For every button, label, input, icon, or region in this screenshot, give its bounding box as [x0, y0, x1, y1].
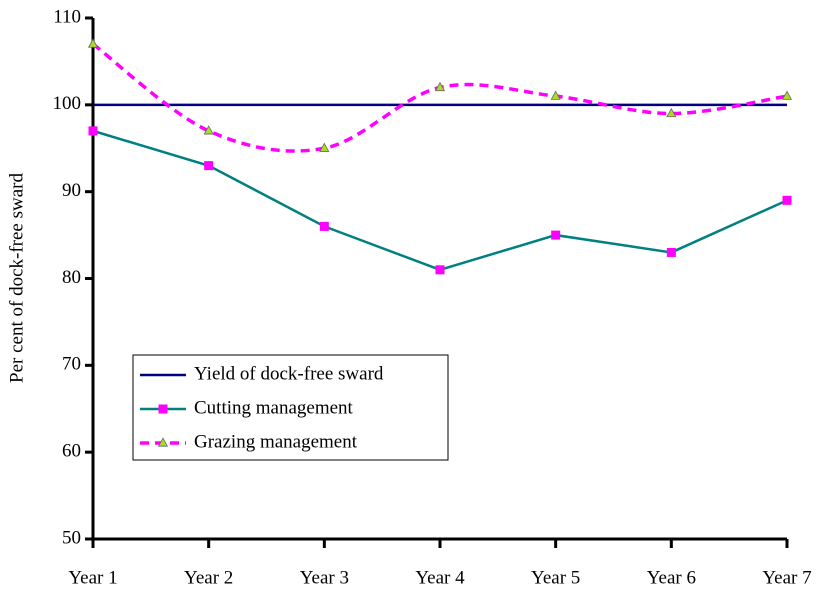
- y-tick-label: 100: [53, 93, 82, 114]
- x-tick-label: Year 4: [415, 567, 465, 588]
- x-tick-label: Year 6: [647, 567, 696, 588]
- legend-label: Grazing management: [194, 431, 358, 452]
- x-tick-label: Year 1: [68, 567, 117, 588]
- marker: [782, 195, 792, 205]
- marker: [781, 90, 793, 100]
- y-tick-label: 60: [62, 441, 81, 462]
- y-axis-label: Per cent of dock-free sward: [6, 173, 27, 383]
- legend-label: Yield of dock-free sward: [194, 363, 384, 384]
- y-tick-label: 110: [53, 6, 81, 27]
- y-tick-label: 50: [62, 527, 81, 548]
- y-tick-label: 90: [62, 180, 81, 201]
- marker: [434, 81, 446, 92]
- marker: [550, 90, 561, 100]
- marker: [666, 247, 676, 257]
- marker: [435, 265, 445, 275]
- x-tick-label: Year 5: [531, 567, 580, 588]
- marker: [158, 404, 168, 414]
- marker: [87, 38, 99, 48]
- marker: [666, 107, 677, 118]
- x-tick-label: Year 2: [184, 567, 233, 588]
- marker: [203, 125, 214, 135]
- series-line: [91, 42, 788, 153]
- legend-label: Cutting management: [194, 397, 354, 418]
- x-tick-label: Year 3: [300, 567, 349, 588]
- marker: [88, 126, 98, 136]
- marker: [319, 221, 329, 231]
- series-line: [92, 129, 788, 272]
- x-tick-label: Year 7: [762, 567, 811, 588]
- y-tick-label: 80: [62, 267, 81, 288]
- y-tick-label: 70: [62, 354, 81, 375]
- marker: [157, 437, 169, 447]
- marker: [551, 230, 561, 240]
- marker: [204, 161, 214, 171]
- marker: [319, 142, 330, 152]
